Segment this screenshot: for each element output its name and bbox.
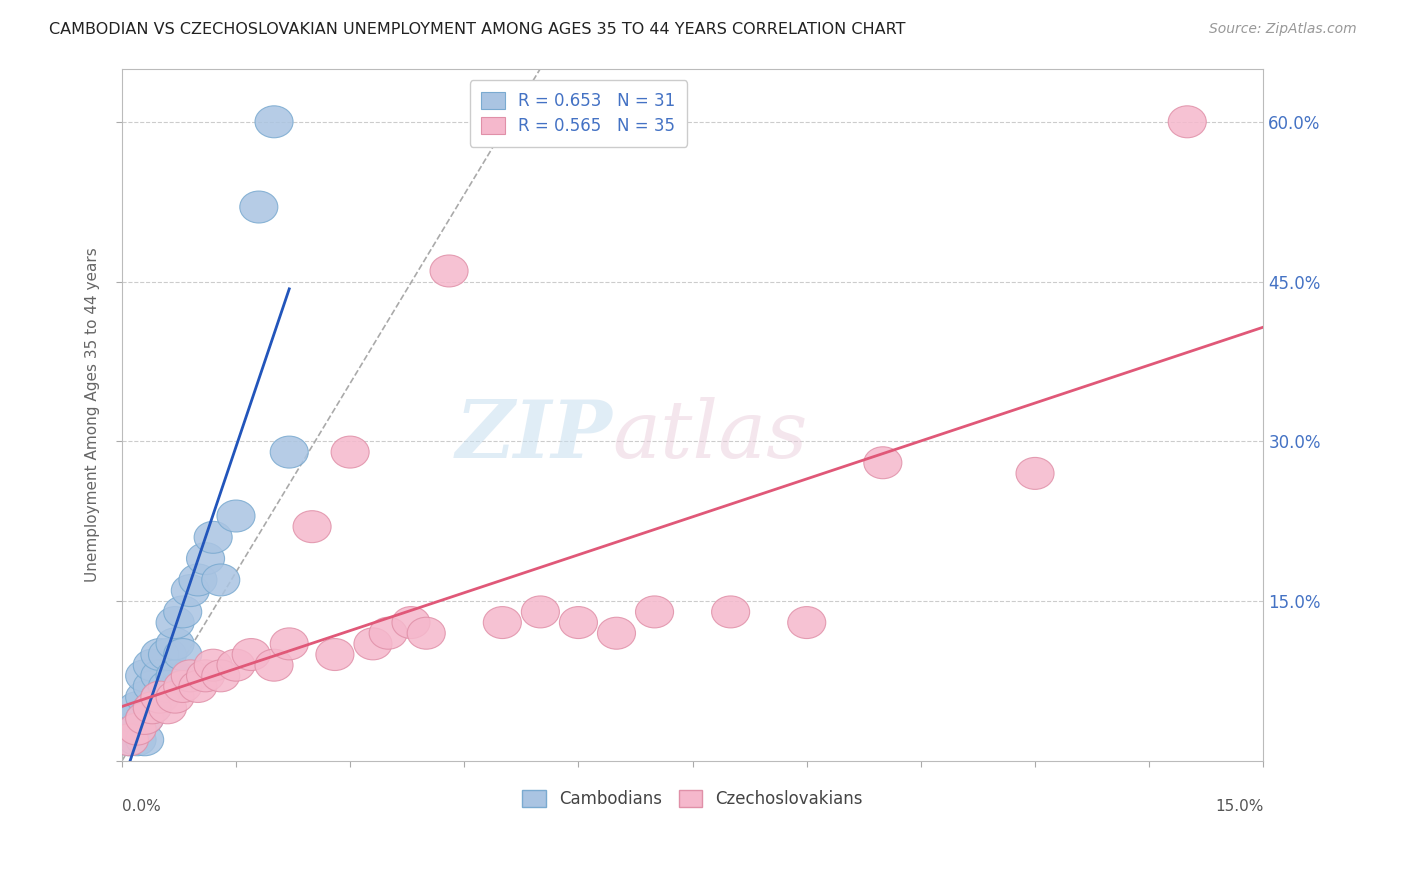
Ellipse shape (149, 671, 187, 703)
Ellipse shape (270, 628, 308, 660)
Ellipse shape (125, 703, 163, 734)
Ellipse shape (330, 436, 370, 468)
Ellipse shape (118, 723, 156, 756)
Ellipse shape (1168, 106, 1206, 137)
Ellipse shape (141, 639, 179, 671)
Ellipse shape (156, 628, 194, 660)
Ellipse shape (134, 649, 172, 681)
Ellipse shape (156, 607, 194, 639)
Ellipse shape (863, 447, 901, 479)
Ellipse shape (232, 639, 270, 671)
Ellipse shape (163, 596, 201, 628)
Ellipse shape (156, 681, 194, 713)
Ellipse shape (217, 649, 254, 681)
Ellipse shape (392, 607, 430, 639)
Ellipse shape (125, 681, 163, 713)
Ellipse shape (254, 649, 292, 681)
Ellipse shape (111, 723, 149, 756)
Ellipse shape (430, 255, 468, 287)
Text: 15.0%: 15.0% (1215, 799, 1264, 814)
Ellipse shape (134, 692, 172, 723)
Ellipse shape (370, 617, 408, 649)
Ellipse shape (149, 692, 187, 723)
Ellipse shape (194, 649, 232, 681)
Ellipse shape (163, 671, 201, 703)
Text: 0.0%: 0.0% (122, 799, 160, 814)
Ellipse shape (598, 617, 636, 649)
Ellipse shape (522, 596, 560, 628)
Ellipse shape (149, 639, 187, 671)
Ellipse shape (172, 574, 209, 607)
Ellipse shape (125, 660, 163, 692)
Text: CAMBODIAN VS CZECHOSLOVAKIAN UNEMPLOYMENT AMONG AGES 35 TO 44 YEARS CORRELATION : CAMBODIAN VS CZECHOSLOVAKIAN UNEMPLOYMEN… (49, 22, 905, 37)
Ellipse shape (141, 681, 179, 713)
Ellipse shape (179, 671, 217, 703)
Ellipse shape (254, 106, 292, 137)
Ellipse shape (156, 660, 194, 692)
Text: ZIP: ZIP (456, 397, 613, 475)
Ellipse shape (111, 723, 149, 756)
Ellipse shape (187, 542, 225, 574)
Ellipse shape (711, 596, 749, 628)
Text: Source: ZipAtlas.com: Source: ZipAtlas.com (1209, 22, 1357, 37)
Ellipse shape (187, 660, 225, 692)
Ellipse shape (270, 436, 308, 468)
Ellipse shape (201, 564, 240, 596)
Ellipse shape (1017, 458, 1054, 490)
Text: atlas: atlas (613, 397, 808, 475)
Ellipse shape (787, 607, 825, 639)
Ellipse shape (408, 617, 446, 649)
Legend: Cambodians, Czechoslovakians: Cambodians, Czechoslovakians (516, 783, 869, 815)
Ellipse shape (163, 639, 201, 671)
Ellipse shape (636, 596, 673, 628)
Ellipse shape (134, 692, 172, 723)
Ellipse shape (292, 511, 330, 542)
Ellipse shape (118, 703, 156, 734)
Ellipse shape (484, 607, 522, 639)
Ellipse shape (125, 723, 163, 756)
Ellipse shape (134, 671, 172, 703)
Ellipse shape (118, 692, 156, 723)
Ellipse shape (172, 660, 209, 692)
Ellipse shape (316, 639, 354, 671)
Ellipse shape (179, 564, 217, 596)
Ellipse shape (201, 660, 240, 692)
Ellipse shape (141, 660, 179, 692)
Ellipse shape (111, 713, 149, 745)
Ellipse shape (240, 191, 278, 223)
Ellipse shape (118, 713, 156, 745)
Ellipse shape (354, 628, 392, 660)
Ellipse shape (141, 681, 179, 713)
Ellipse shape (194, 521, 232, 553)
Ellipse shape (125, 703, 163, 734)
Y-axis label: Unemployment Among Ages 35 to 44 years: Unemployment Among Ages 35 to 44 years (86, 247, 100, 582)
Ellipse shape (217, 500, 254, 532)
Ellipse shape (560, 607, 598, 639)
